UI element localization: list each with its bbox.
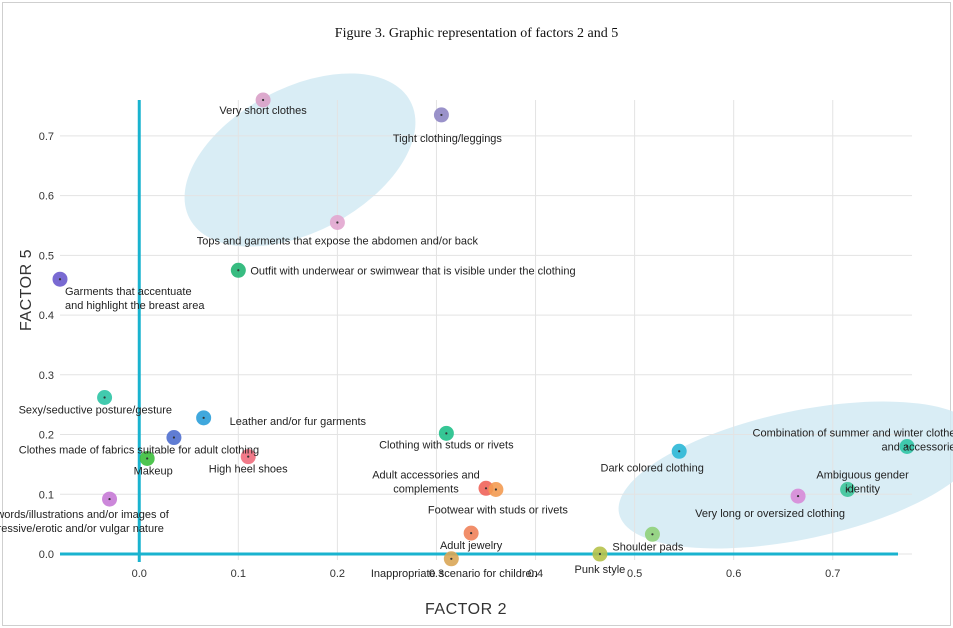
zero-axes bbox=[60, 100, 898, 562]
point-labels: Very short clothes Tight clothing/legging… bbox=[0, 105, 953, 580]
cluster-highlights bbox=[184, 73, 953, 549]
x-tick-label: 0.6 bbox=[726, 568, 741, 580]
x-tick-label: 0.4 bbox=[528, 568, 543, 580]
point-label: Tight clothing/leggings bbox=[393, 133, 503, 145]
x-tick-label: 0.2 bbox=[330, 568, 345, 580]
point-label: Adult jewelry bbox=[440, 540, 503, 552]
data-point-center bbox=[146, 457, 149, 460]
y-tick-label: 0.0 bbox=[39, 549, 54, 561]
tick-labels: 0.0 0.1 0.2 0.3 0.4 0.5 0.6 0.7 0.0 0.1 0.2 0.3 0.4 0… bbox=[39, 131, 841, 580]
data-point-center bbox=[172, 436, 176, 439]
point-label: Adult accessories and complements bbox=[372, 469, 480, 495]
point-label: Combination of summer and winter clothes… bbox=[753, 427, 953, 453]
point-label: Inappropriate scenario for children bbox=[371, 568, 538, 580]
data-point-center bbox=[237, 269, 240, 272]
data-point-center bbox=[470, 532, 473, 535]
point-label: Ambiguous gender identity bbox=[816, 470, 909, 496]
x-tick-label: 0.1 bbox=[231, 568, 246, 580]
data-point-center bbox=[678, 450, 681, 453]
y-tick-label: 0.4 bbox=[39, 310, 54, 322]
x-tick-label: 0.0 bbox=[132, 568, 147, 580]
y-tick-label: 0.6 bbox=[39, 191, 54, 203]
data-point-center bbox=[796, 494, 800, 498]
x-tick-label: 0.3 bbox=[429, 568, 444, 580]
data-point-center bbox=[484, 487, 488, 490]
y-tick-label: 0.3 bbox=[39, 370, 54, 382]
point-label: Clothes made of fabrics suitable for adu… bbox=[19, 445, 259, 457]
data-point-center bbox=[445, 432, 448, 435]
point-label: Sexy/seductive posture/gesture bbox=[19, 405, 172, 417]
point-label: Very short clothes bbox=[219, 105, 307, 117]
point-label: Makeup bbox=[134, 465, 173, 477]
data-point-center bbox=[108, 497, 111, 501]
data-point-center bbox=[202, 416, 205, 419]
point-label: High heel shoes bbox=[209, 464, 288, 476]
data-point-center bbox=[651, 533, 654, 536]
point-label: Shoulder pads bbox=[612, 541, 683, 553]
y-tick-label: 0.5 bbox=[39, 250, 54, 262]
data-point-center bbox=[846, 488, 849, 491]
data-point-center bbox=[494, 488, 498, 491]
data-point-center bbox=[905, 445, 909, 448]
y-axis-title: FACTOR 5 bbox=[18, 249, 35, 331]
upper-cluster bbox=[184, 73, 416, 247]
data-point-center bbox=[450, 557, 453, 560]
data-point-center bbox=[261, 98, 265, 102]
data-point-center bbox=[440, 113, 443, 117]
y-tick-label: 0.1 bbox=[39, 489, 54, 501]
point-label: Outfit with underwear or swimwear that i… bbox=[250, 265, 575, 277]
chart-title: Figure 3. Graphic representation of fact… bbox=[334, 26, 619, 41]
point-label: Leather and/or fur garments bbox=[230, 416, 367, 428]
data-point-center bbox=[336, 221, 339, 224]
data-point-center bbox=[58, 278, 62, 281]
point-label: Tops and garments that expose the abdome… bbox=[197, 235, 479, 247]
x-tick-label: 0.5 bbox=[627, 568, 642, 580]
point-label: Dark colored clothing bbox=[601, 462, 704, 474]
x-tick-label: 0.7 bbox=[825, 568, 840, 580]
x-axis-title: FACTOR 2 bbox=[425, 601, 507, 618]
point-label: Clothing with words/illustrations and/or… bbox=[0, 509, 170, 535]
data-point-center bbox=[103, 396, 106, 399]
point-label: Punk style bbox=[575, 564, 626, 576]
right-cluster bbox=[618, 401, 953, 549]
y-tick-label: 0.7 bbox=[39, 131, 54, 143]
point-label: Garments that accentuate and highlight th… bbox=[65, 286, 205, 312]
y-tick-label: 0.2 bbox=[39, 430, 54, 442]
point-label: Clothing with studs or rivets bbox=[379, 439, 514, 451]
data-point-center bbox=[598, 552, 602, 556]
point-label: Very long or oversized clothing bbox=[695, 508, 845, 520]
point-label: Footwear with studs or rivets bbox=[428, 505, 568, 517]
data-point-center bbox=[247, 455, 250, 458]
data-points bbox=[52, 92, 915, 567]
